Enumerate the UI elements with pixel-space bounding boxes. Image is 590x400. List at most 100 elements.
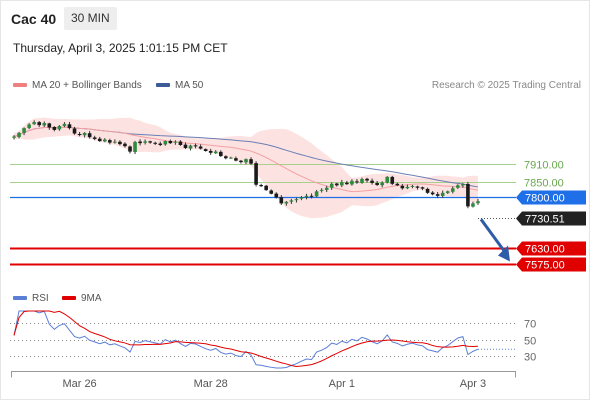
- candle-body: [188, 145, 193, 149]
- legend-swatch-ma50: [156, 83, 170, 88]
- level-lines: [10, 164, 516, 266]
- candle-body: [264, 185, 268, 191]
- candle: [360, 177, 364, 184]
- candle-body: [239, 160, 243, 163]
- candle: [37, 121, 42, 127]
- candle: [279, 195, 284, 205]
- candle: [415, 185, 420, 190]
- rsi-ma-line: [13, 310, 479, 367]
- timeframe-badge[interactable]: 30 MIN: [64, 7, 117, 30]
- candle: [208, 148, 213, 155]
- candle-body: [168, 140, 173, 144]
- candle: [138, 139, 142, 146]
- candle-body: [138, 141, 142, 144]
- candle-body: [360, 178, 364, 183]
- candle-body: [203, 149, 208, 151]
- candle-body: [92, 137, 97, 139]
- candle-body: [118, 141, 122, 145]
- candle-body: [329, 183, 334, 188]
- candle-body: [72, 128, 77, 134]
- candle-body: [355, 181, 359, 183]
- candle: [203, 148, 208, 152]
- level-support-4-label: 7575.00: [525, 260, 565, 272]
- candle: [148, 140, 152, 144]
- forecast-arrow: [479, 218, 510, 262]
- candle: [22, 127, 26, 136]
- candle-body: [345, 182, 349, 185]
- candle: [309, 193, 314, 199]
- candle-body: [425, 188, 430, 193]
- candle-body: [17, 132, 21, 138]
- candle-body: [143, 141, 147, 143]
- candle: [82, 132, 87, 138]
- bollinger-bands: [14, 117, 478, 219]
- candle-body: [390, 176, 395, 184]
- rsi-tick-50: 50: [524, 336, 536, 348]
- candle-body: [27, 124, 31, 129]
- candle: [456, 184, 460, 189]
- candle: [471, 201, 475, 208]
- candle-body: [57, 126, 62, 130]
- candle: [113, 139, 117, 144]
- candle-body: [289, 200, 294, 202]
- candle: [42, 121, 47, 128]
- candle-body: [254, 163, 258, 185]
- candle: [289, 198, 294, 204]
- candle-body: [77, 133, 82, 136]
- x-axis: Mar 26 Mar 28 Apr 1 Apr 3: [11, 371, 516, 390]
- legend-label-ma20: MA 20 + Bollinger Bands: [32, 80, 142, 91]
- candle: [87, 131, 92, 139]
- candle-body: [82, 132, 87, 136]
- candle-body: [198, 146, 203, 149]
- candle: [324, 185, 329, 192]
- candle: [163, 140, 168, 146]
- candle-body: [173, 141, 178, 143]
- candle-body: [314, 191, 319, 197]
- candle-body: [304, 195, 309, 198]
- candle-body: [461, 184, 465, 186]
- candle: [102, 138, 107, 143]
- candle: [435, 191, 440, 199]
- candle-body: [365, 178, 369, 181]
- candle: [239, 159, 243, 164]
- candle-body: [42, 123, 47, 126]
- candle: [340, 179, 344, 188]
- candle: [445, 190, 450, 194]
- level-resistance-1-label: 7850.00: [524, 178, 564, 190]
- candle-body: [334, 183, 339, 186]
- forecast-arrow-head: [498, 245, 510, 262]
- level-pivot-2-label: 7800.00: [525, 193, 565, 205]
- candle: [249, 157, 253, 165]
- candle: [319, 188, 324, 193]
- rsi-panel: 70 50 30: [10, 310, 536, 369]
- candle-body: [47, 123, 52, 128]
- candle-body: [274, 193, 279, 198]
- candle: [12, 135, 16, 140]
- candle-body: [62, 123, 67, 126]
- candle-body: [67, 124, 72, 129]
- instrument-title: Cac 40: [11, 11, 57, 27]
- candle-body: [309, 195, 314, 197]
- level-support-3-label: 7630.00: [525, 244, 565, 256]
- candle: [133, 140, 137, 155]
- candle: [168, 139, 173, 144]
- candle-body: [430, 192, 435, 195]
- level-resistance-0-label: 7910.00: [524, 160, 564, 172]
- candle: [234, 156, 238, 162]
- candle-body: [350, 180, 354, 185]
- candle-body: [163, 141, 168, 145]
- candle-body: [193, 145, 198, 147]
- candle-body: [37, 122, 42, 126]
- candle-body: [456, 185, 460, 188]
- candle-body: [123, 143, 127, 147]
- candle: [224, 155, 228, 160]
- candle-body: [340, 182, 344, 186]
- candle-body: [395, 183, 400, 186]
- candle: [466, 181, 470, 209]
- candle: [405, 184, 410, 190]
- x-tick-label: Mar 26: [62, 378, 96, 390]
- candle-body: [244, 159, 248, 163]
- candle: [430, 191, 435, 196]
- legend-swatch-rsi: [13, 296, 27, 301]
